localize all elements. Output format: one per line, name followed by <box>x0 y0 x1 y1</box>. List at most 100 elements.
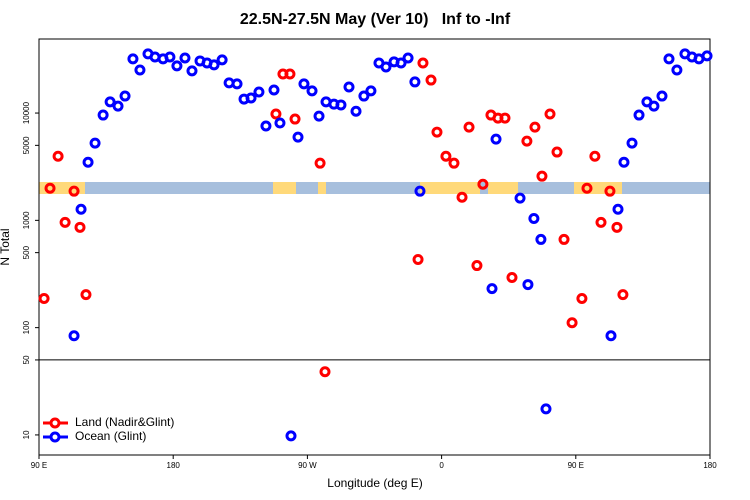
point <box>425 74 437 86</box>
point <box>289 113 301 125</box>
x-tick-label: 180 <box>167 461 181 470</box>
point <box>486 283 498 295</box>
plot-frame <box>38 38 711 456</box>
point <box>417 57 429 69</box>
x-tick-label: 90 W <box>298 461 317 470</box>
point <box>471 260 483 272</box>
point <box>104 96 116 108</box>
point <box>270 108 282 120</box>
point <box>663 53 675 65</box>
x-tick-label: 90 E <box>31 461 47 470</box>
point <box>127 53 139 65</box>
point <box>409 76 421 88</box>
point <box>626 137 638 149</box>
point <box>52 150 64 162</box>
point <box>112 100 124 112</box>
point <box>521 135 533 147</box>
y-axis-label: N Total <box>0 228 12 265</box>
point <box>285 430 297 442</box>
point <box>529 121 541 133</box>
chart-title: 22.5N-27.5N May (Ver 10) Inf to -Inf <box>240 11 511 28</box>
point <box>456 191 468 203</box>
point <box>463 121 475 133</box>
y-tick-label: 5000 <box>22 136 31 154</box>
point <box>44 182 56 194</box>
point <box>208 59 220 71</box>
point <box>74 221 86 233</box>
legend-marker <box>49 417 61 429</box>
y-tick-label: 500 <box>22 245 31 259</box>
point <box>522 279 534 291</box>
point <box>284 68 296 80</box>
legend-label: Ocean (Glint) <box>75 429 146 443</box>
point <box>314 157 326 169</box>
point <box>551 146 563 158</box>
point <box>164 51 176 63</box>
point <box>701 50 713 62</box>
point <box>80 289 92 301</box>
point <box>134 64 146 76</box>
y-tick-label: 50 <box>22 355 31 364</box>
point <box>89 137 101 149</box>
point <box>611 221 623 233</box>
y-tick-label: 10000 <box>22 101 31 124</box>
point <box>566 317 578 329</box>
point <box>380 61 392 73</box>
point <box>648 100 660 112</box>
point <box>179 52 191 64</box>
point <box>558 233 570 245</box>
point <box>448 157 460 169</box>
point <box>402 52 414 64</box>
point <box>605 330 617 342</box>
point <box>68 185 80 197</box>
point <box>260 120 272 132</box>
point <box>350 105 362 117</box>
point <box>656 90 668 102</box>
point <box>618 156 630 168</box>
point <box>499 112 511 124</box>
point <box>253 86 265 98</box>
point <box>298 78 310 90</box>
point <box>274 117 286 129</box>
point <box>544 108 556 120</box>
point <box>75 203 87 215</box>
legend-label: Land (Nadir&Glint) <box>75 415 174 429</box>
point <box>171 60 183 72</box>
point <box>514 192 526 204</box>
point <box>612 203 624 215</box>
point <box>358 90 370 102</box>
point <box>490 133 502 145</box>
point <box>414 185 426 197</box>
point <box>186 65 198 77</box>
point <box>535 233 547 245</box>
point <box>335 99 347 111</box>
y-tick-label: 10 <box>22 430 31 439</box>
x-tick-label: 180 <box>703 461 717 470</box>
point <box>506 272 518 284</box>
point <box>68 330 80 342</box>
point <box>97 109 109 121</box>
point <box>604 185 616 197</box>
point <box>633 109 645 121</box>
point <box>268 84 280 96</box>
point <box>431 126 443 138</box>
point <box>245 92 257 104</box>
point <box>313 110 325 122</box>
point <box>306 85 318 97</box>
point <box>595 216 607 228</box>
point <box>343 81 355 93</box>
point <box>540 403 552 415</box>
point <box>82 156 94 168</box>
legend-marker <box>49 431 61 443</box>
point <box>231 78 243 90</box>
point <box>119 90 131 102</box>
y-tick-label: 100 <box>22 320 31 334</box>
point <box>617 289 629 301</box>
point <box>536 170 548 182</box>
point <box>59 216 71 228</box>
point <box>319 366 331 378</box>
point <box>477 178 489 190</box>
point <box>365 85 377 97</box>
point <box>38 292 50 304</box>
